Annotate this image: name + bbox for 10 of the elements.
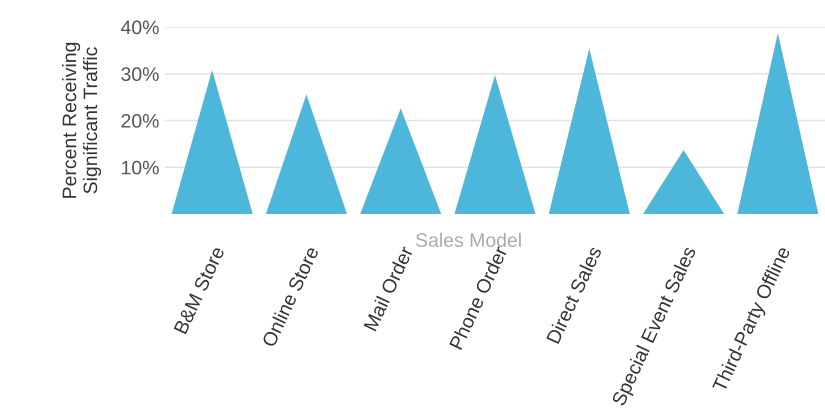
y-tick-label: 10% (122, 160, 159, 174)
x-tick-label: Mail Order (363, 244, 414, 332)
y-axis-title: Percent Receiving Significant Traffic (62, 42, 102, 198)
y-tick-label: 30% (121, 67, 159, 81)
x-tick-label: Online Store (261, 245, 320, 348)
x-tick-label: B&M Store (174, 246, 225, 334)
y-tick-label: 20% (122, 114, 159, 128)
y-tick-label: 40% (120, 20, 159, 34)
x-tick-label: Direct Sales (546, 245, 602, 344)
x-axis-title: Sales Model (416, 232, 521, 247)
